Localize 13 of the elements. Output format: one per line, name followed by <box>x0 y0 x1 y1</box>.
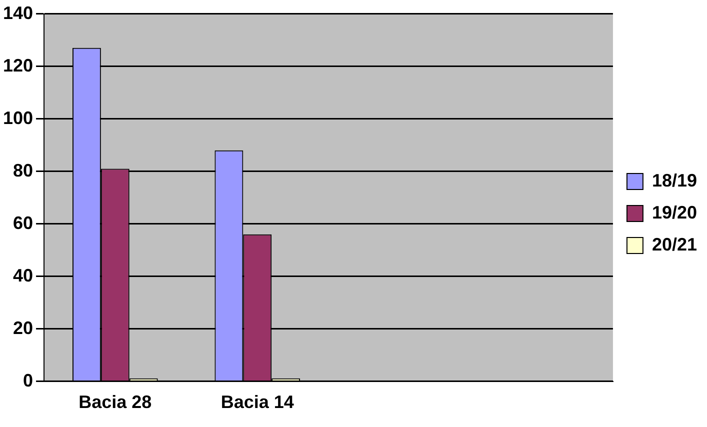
y-tick-label: 120 <box>2 55 34 76</box>
y-tick-label: 100 <box>2 108 34 128</box>
x-tick-label: Bacia 14 <box>220 392 294 412</box>
legend-label: 19/20 <box>652 202 698 222</box>
y-tick-label: 0 <box>23 370 34 390</box>
x-tick-label: Bacia 28 <box>78 392 152 412</box>
y-tick-label: 140 <box>2 2 34 23</box>
y-tick-label: 80 <box>13 160 34 180</box>
y-tick-label: 60 <box>13 212 34 233</box>
y-tick-label: 40 <box>13 265 34 286</box>
legend-label: 18/19 <box>652 170 698 190</box>
y-tick-label: 20 <box>13 318 34 338</box>
legend-label: 20/21 <box>652 234 698 254</box>
